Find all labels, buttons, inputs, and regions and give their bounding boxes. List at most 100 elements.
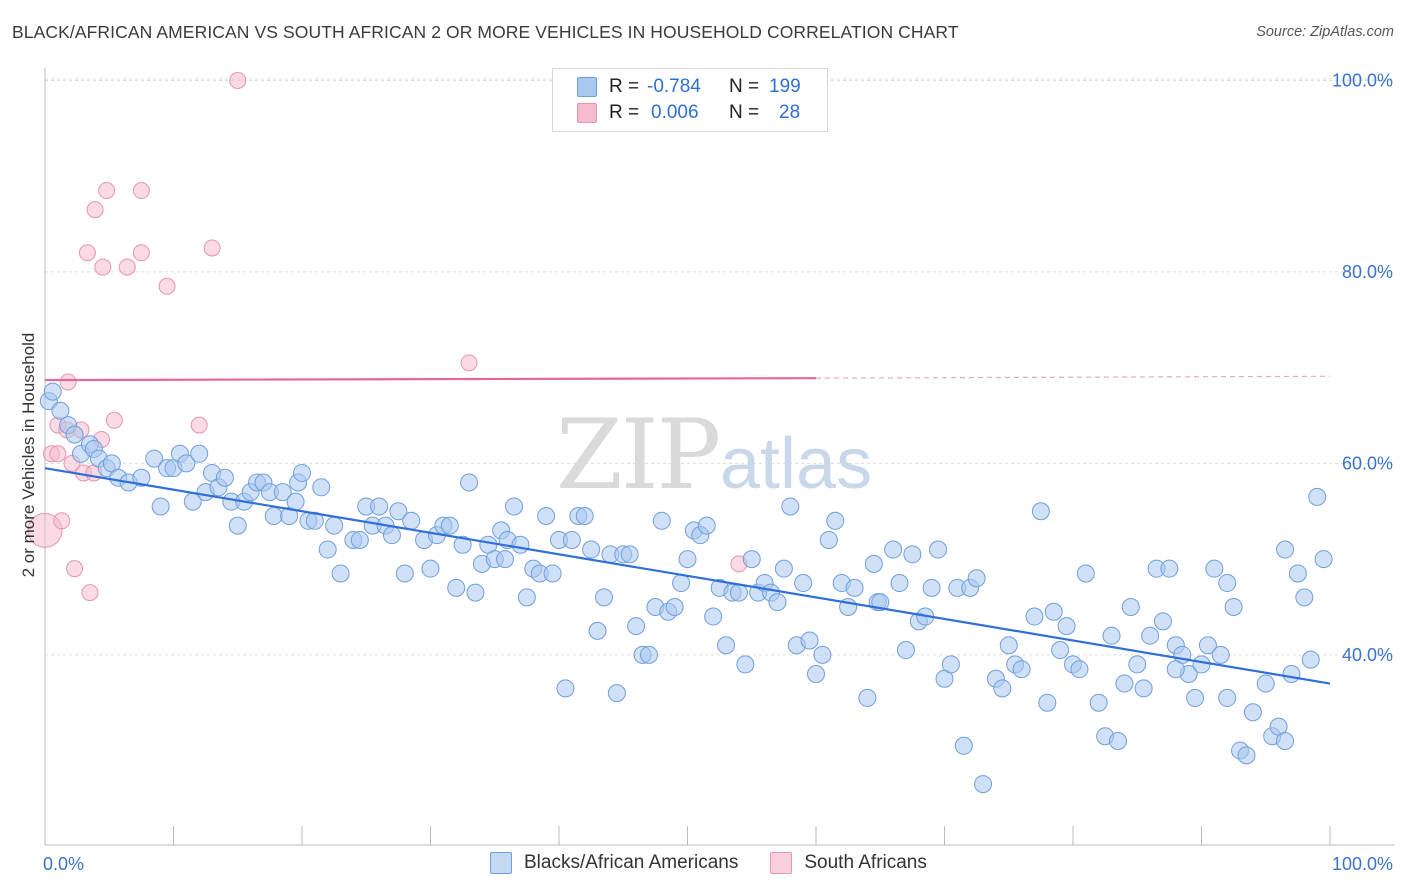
black-african-american-point [43,382,62,401]
series-legend: Blacks/African Americans South Africans [490,852,959,874]
black-african-american-point [65,425,84,444]
black-african-american-point [537,507,556,526]
black-african-american-point [132,468,151,487]
black-african-american-point [781,497,800,516]
south-african-point [203,239,221,257]
black-african-american-point [717,636,736,655]
grid-lines [45,78,1395,656]
black-african-american-point [896,641,915,660]
black-african-american-point [858,688,877,707]
black-african-american-point [974,775,993,794]
black-african-american-point [370,497,389,516]
legend-n-label: N = [729,102,760,123]
black-african-american-point [1025,607,1044,626]
black-african-american-point [768,593,787,612]
watermark-zip: ZIP [556,399,719,511]
black-african-american-point [864,554,883,573]
black-african-american-point [967,569,986,588]
black-african-american-point [1089,693,1108,712]
legend-item-south-africans[interactable]: South Africans [770,852,927,874]
legend-swatch-pink [770,852,793,874]
black-african-american-point [293,463,311,482]
black-african-american-point [697,516,716,535]
black-african-american-point [264,507,283,526]
black-african-american-point [1031,502,1050,521]
black-african-american-point [511,535,530,554]
black-african-american-point [215,468,234,487]
black-african-american-point [177,454,196,473]
black-african-american-point [1211,645,1230,664]
black-african-american-point [543,564,562,583]
black-african-american-point [999,636,1018,655]
black-african-american-point [929,540,948,559]
black-african-american-point [273,483,292,502]
south-african-point [59,373,77,391]
black-african-american-point [652,511,671,530]
legend-n-value: 199 [769,76,801,97]
south-african-point [460,354,478,372]
black-african-american-point [1115,674,1134,693]
stats-legend: R = -0.784 N = 199 R = 0.006 N = 28 [552,68,828,132]
black-african-american-point [331,564,350,583]
black-african-american-point [665,597,684,616]
south-african-point [78,244,96,262]
legend-r-label: R = [609,102,640,123]
black-african-american-point [890,574,909,593]
black-african-american-point [1192,655,1211,674]
black-african-american-point [382,526,401,545]
black-african-american-point [1308,487,1327,506]
south-african-point [229,71,247,89]
black-african-american-point [819,530,838,549]
black-african-american-point [1314,550,1333,569]
south-africans-trend-extension [815,375,1331,379]
black-african-american-point [395,564,414,583]
black-african-american-point [1198,636,1217,655]
south-african-point [132,244,150,262]
black-african-american-point [402,511,421,530]
black-african-american-point [1288,564,1307,583]
legend-r-value: -0.784 [647,76,701,97]
black-african-american-point [447,578,466,597]
chart-title: BLACK/AFRICAN AMERICAN VS SOUTH AFRICAN … [12,22,959,42]
black-african-american-point [582,540,601,559]
black-african-american-point [1128,655,1147,674]
black-african-american-point [807,664,825,683]
black-african-american-point [1153,612,1172,631]
legend-r-value: 0.006 [651,102,699,123]
black-african-american-point [286,492,305,511]
source-label[interactable]: Source: ZipAtlas.com [1256,24,1394,40]
black-african-american-point [1051,641,1070,660]
black-african-american-point [1295,588,1314,607]
black-african-american-point [466,583,485,602]
black-african-american-point [1218,688,1237,707]
south-african-point [81,584,99,602]
black-african-american-point [1282,664,1301,683]
black-african-american-point [556,679,575,698]
south-african-point [158,277,176,295]
south-african-point [86,201,104,219]
black-african-american-point [1256,674,1275,693]
south-african-point [105,411,123,429]
black-african-american-point [51,401,70,420]
blacks-points [39,382,1333,794]
black-african-american-point [453,535,472,554]
south-african-point [132,182,150,200]
legend-row-south-africans: R = 0.006 N = 28 [577,100,800,126]
south-african-point [118,258,136,276]
legend-label-south-africans: South Africans [804,852,927,873]
legend-swatch-blue [577,77,597,97]
legend-swatch-pink [577,103,597,123]
tick-labels: 40.0% 60.0% 80.0% 100.0% 0.0% 100.0% [43,70,1393,874]
black-african-american-point [954,736,973,755]
black-african-american-point [228,516,247,535]
black-african-american-point [190,444,209,463]
black-african-american-point [800,631,819,650]
black-african-american-point [993,679,1012,698]
south-african-point [53,512,71,530]
black-african-american-point [1186,688,1205,707]
legend-item-blacks[interactable]: Blacks/African Americans [490,852,738,874]
black-african-american-point [903,545,922,564]
black-african-american-point [672,574,691,593]
black-african-american-point [607,684,626,703]
